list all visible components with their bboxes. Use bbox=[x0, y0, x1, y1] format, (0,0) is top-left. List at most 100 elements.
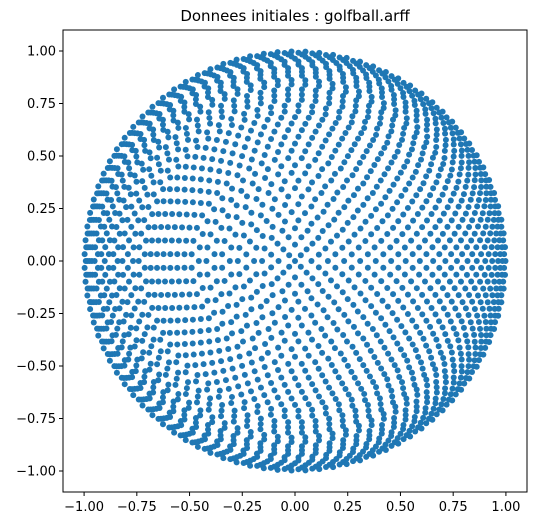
data-point bbox=[114, 190, 120, 196]
data-point bbox=[194, 225, 200, 231]
data-point bbox=[104, 286, 110, 292]
data-point bbox=[436, 343, 442, 349]
data-point bbox=[182, 329, 188, 335]
data-point bbox=[409, 370, 415, 376]
data-point bbox=[410, 341, 416, 347]
data-point bbox=[429, 417, 435, 423]
data-point bbox=[244, 418, 250, 424]
data-point bbox=[223, 139, 229, 145]
data-point bbox=[241, 56, 247, 62]
data-point bbox=[161, 198, 167, 204]
data-point bbox=[174, 186, 180, 192]
data-point bbox=[453, 244, 459, 250]
data-point bbox=[316, 50, 322, 56]
data-point bbox=[237, 353, 243, 359]
data-point bbox=[374, 184, 380, 190]
data-point bbox=[299, 193, 305, 199]
data-point bbox=[256, 330, 262, 336]
data-point bbox=[360, 202, 366, 208]
data-point bbox=[331, 196, 337, 202]
data-point bbox=[348, 147, 354, 153]
data-point bbox=[130, 124, 136, 130]
data-point bbox=[247, 53, 253, 59]
data-point bbox=[420, 150, 426, 156]
data-point bbox=[268, 110, 274, 116]
data-point bbox=[363, 219, 369, 225]
data-point bbox=[268, 252, 274, 258]
data-point bbox=[189, 265, 195, 271]
data-point bbox=[184, 363, 190, 369]
data-point bbox=[362, 278, 368, 284]
data-point bbox=[183, 391, 189, 397]
data-point bbox=[343, 432, 349, 438]
data-point bbox=[381, 371, 387, 377]
data-point bbox=[378, 177, 384, 183]
data-point bbox=[309, 466, 315, 472]
data-point bbox=[487, 306, 493, 312]
data-point bbox=[393, 409, 399, 415]
data-point bbox=[214, 278, 220, 284]
data-point bbox=[482, 258, 488, 264]
data-point bbox=[252, 368, 258, 374]
data-point bbox=[313, 129, 319, 135]
data-point bbox=[501, 230, 507, 236]
data-point bbox=[251, 258, 257, 264]
data-point bbox=[106, 251, 112, 257]
data-point bbox=[451, 380, 457, 386]
data-point bbox=[309, 413, 315, 419]
data-point bbox=[232, 141, 238, 147]
data-point bbox=[282, 109, 288, 115]
data-point bbox=[375, 360, 381, 366]
data-point bbox=[323, 137, 329, 143]
data-point bbox=[450, 386, 456, 392]
data-point bbox=[432, 150, 438, 156]
data-point bbox=[358, 290, 364, 296]
data-point bbox=[265, 117, 271, 123]
x-tick-label: −0.50 bbox=[170, 500, 210, 515]
data-point bbox=[260, 283, 266, 289]
data-point bbox=[394, 176, 400, 182]
data-point bbox=[146, 224, 152, 230]
data-point bbox=[122, 381, 128, 387]
data-point bbox=[85, 231, 91, 237]
data-point bbox=[463, 305, 469, 311]
data-point bbox=[344, 461, 350, 467]
data-point bbox=[154, 251, 160, 257]
data-point bbox=[194, 117, 200, 123]
data-point bbox=[156, 161, 162, 167]
data-point bbox=[342, 386, 348, 392]
data-point bbox=[184, 153, 190, 159]
data-point bbox=[463, 184, 469, 190]
data-point bbox=[126, 237, 132, 243]
data-point bbox=[234, 344, 240, 350]
data-point bbox=[269, 206, 275, 212]
data-point bbox=[423, 318, 429, 324]
data-point bbox=[134, 159, 140, 165]
data-point bbox=[413, 347, 419, 353]
data-point bbox=[398, 346, 404, 352]
data-point bbox=[488, 332, 494, 338]
data-point bbox=[458, 279, 464, 285]
data-point bbox=[248, 210, 254, 216]
data-point bbox=[128, 312, 134, 318]
data-point bbox=[434, 411, 440, 417]
data-point bbox=[109, 292, 115, 298]
data-point bbox=[212, 251, 218, 257]
data-point bbox=[346, 124, 352, 130]
y-tick-label: −0.50 bbox=[16, 360, 56, 375]
data-point bbox=[414, 124, 420, 130]
data-point bbox=[472, 285, 478, 291]
data-point bbox=[395, 367, 401, 373]
data-point bbox=[433, 179, 439, 185]
data-point bbox=[292, 242, 298, 248]
data-point bbox=[429, 244, 435, 250]
data-point bbox=[449, 299, 455, 305]
data-point bbox=[437, 298, 443, 304]
data-point bbox=[423, 198, 429, 204]
data-point bbox=[160, 330, 166, 336]
data-point bbox=[265, 144, 271, 150]
data-point bbox=[120, 338, 126, 344]
data-point bbox=[453, 125, 459, 131]
data-point bbox=[332, 148, 338, 154]
data-point bbox=[133, 325, 139, 331]
